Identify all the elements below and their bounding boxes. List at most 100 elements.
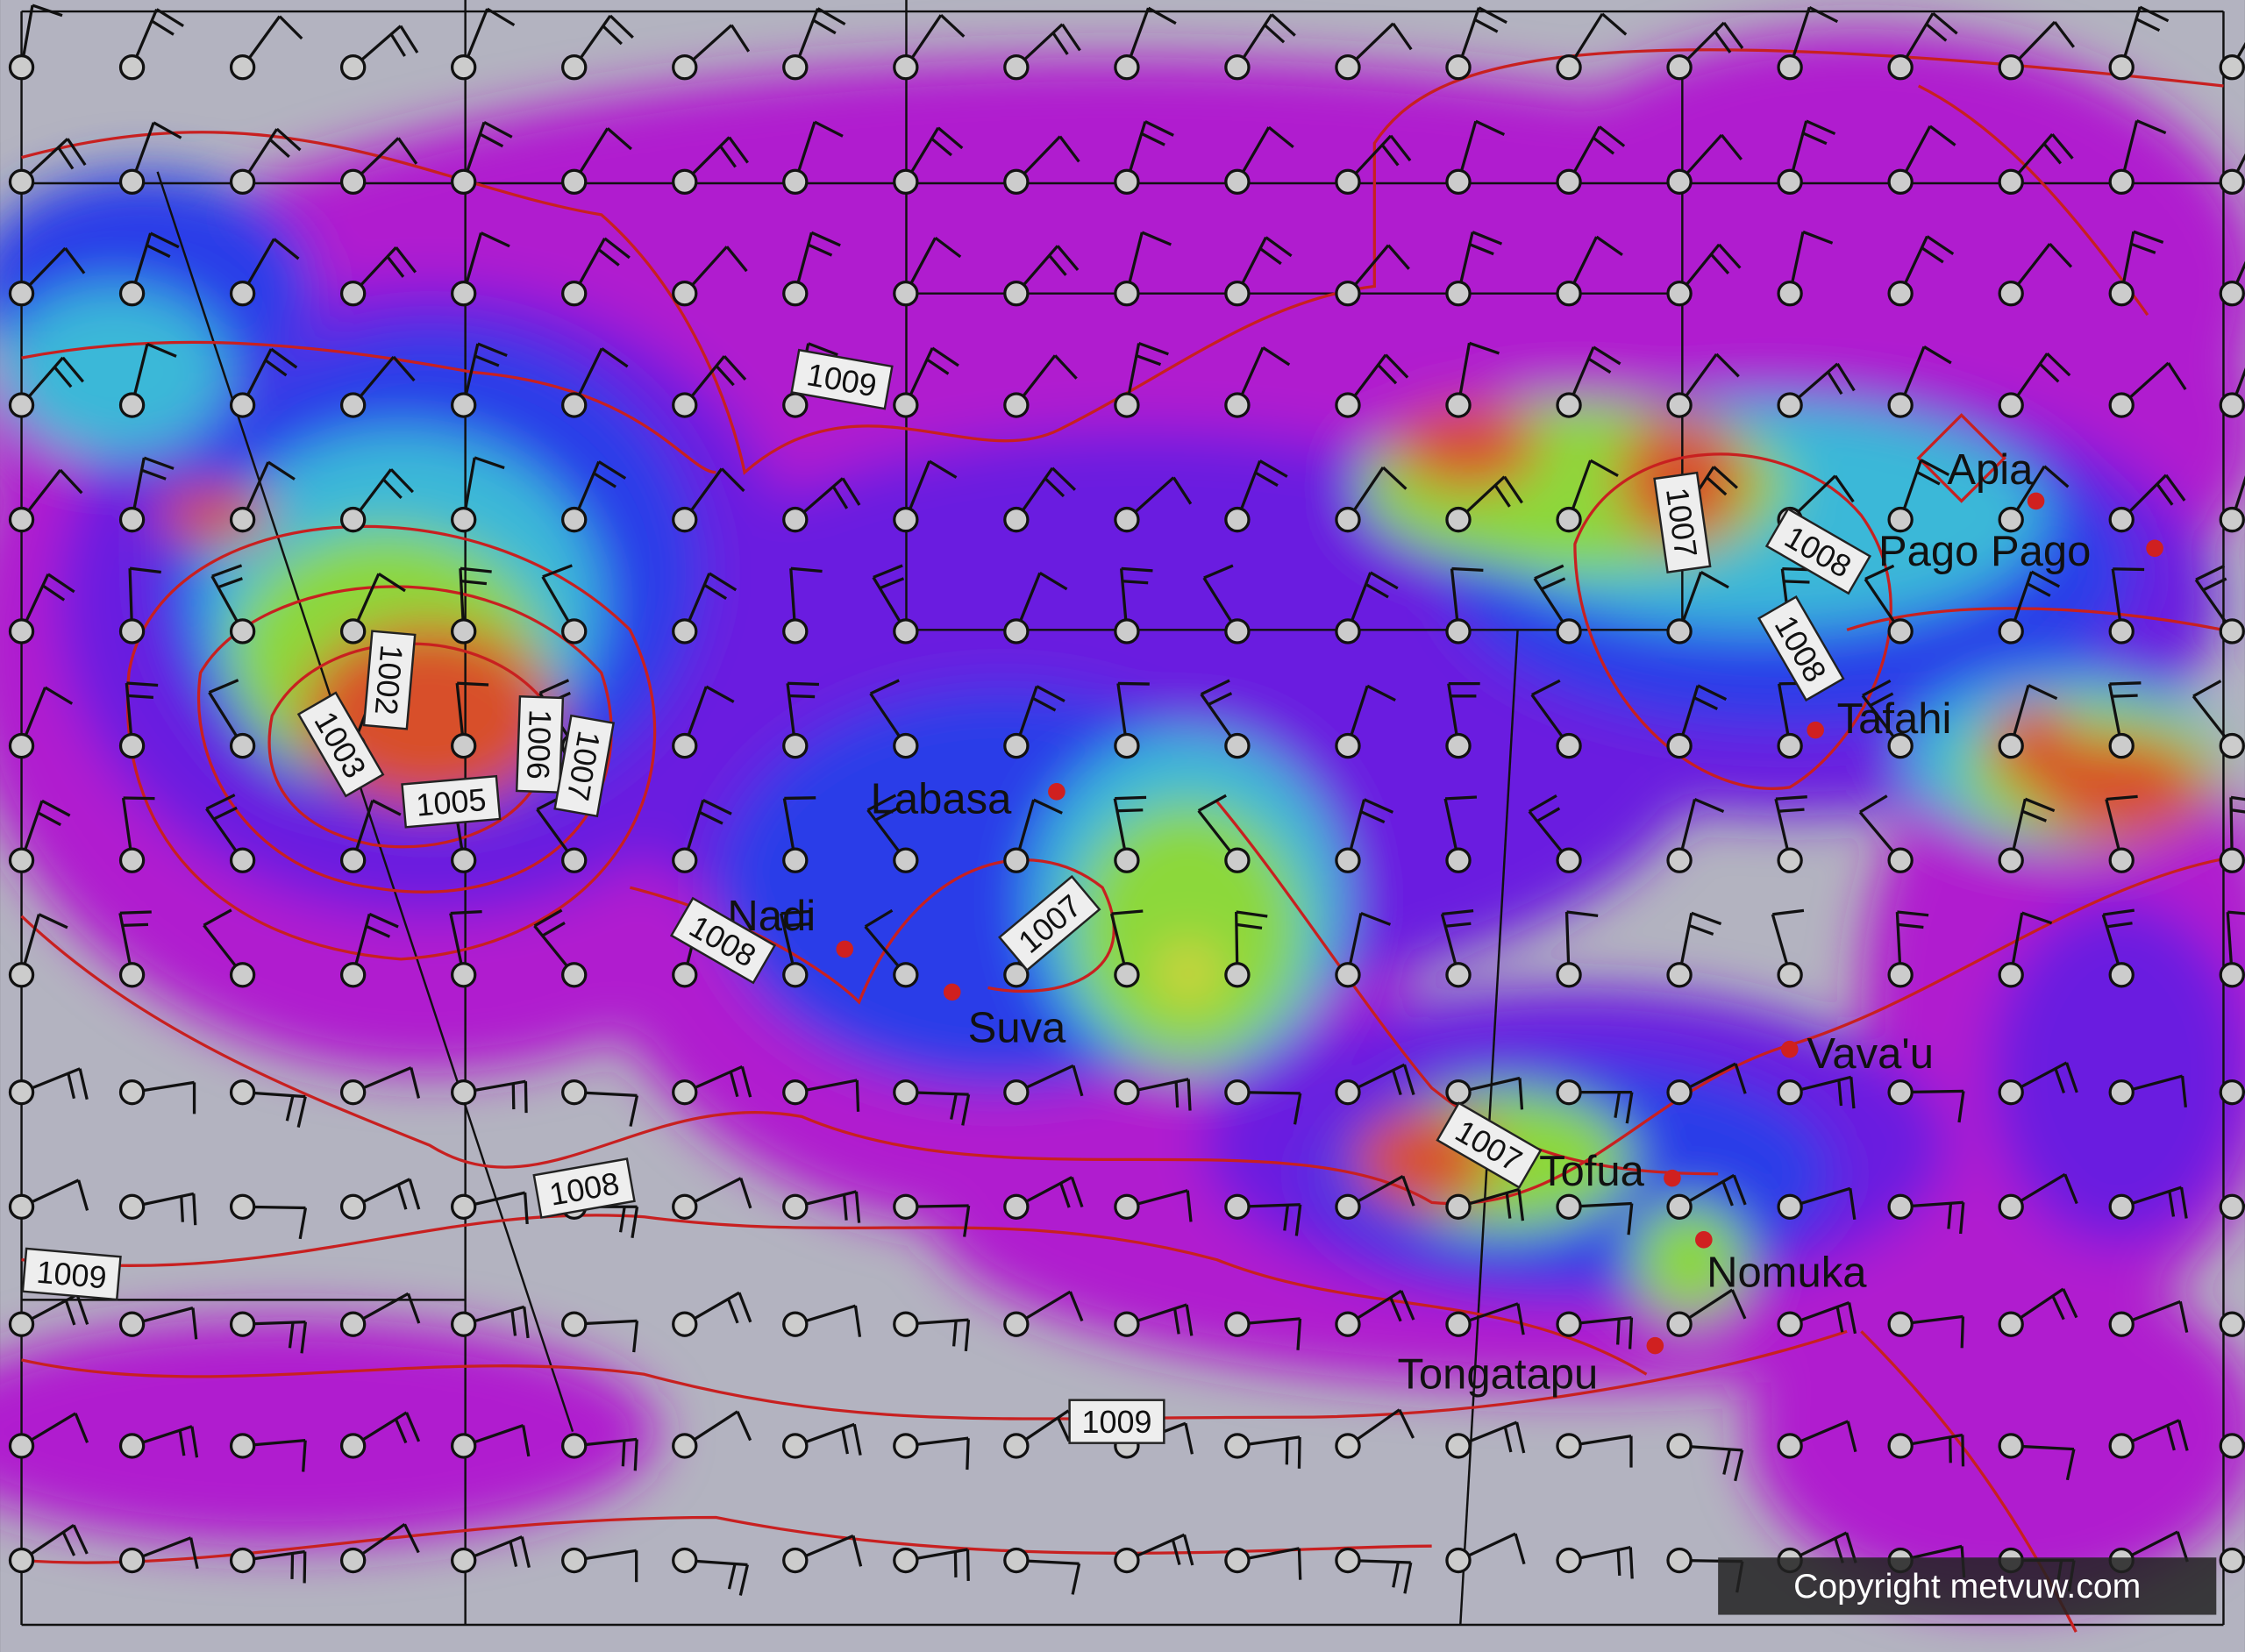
station xyxy=(2219,1547,2245,1574)
barb xyxy=(2230,795,2245,801)
station xyxy=(1777,1311,1803,1337)
station xyxy=(561,1079,588,1106)
barb xyxy=(1928,125,1956,146)
station xyxy=(1335,392,1361,418)
station xyxy=(893,732,919,759)
barb xyxy=(1056,245,1080,272)
barb xyxy=(474,456,505,470)
station xyxy=(229,847,256,873)
barb xyxy=(1469,243,1494,256)
station xyxy=(1114,506,1140,533)
barb xyxy=(1122,580,1149,585)
isobar xyxy=(21,1515,1432,1564)
station xyxy=(1998,506,2024,533)
barb xyxy=(285,1095,295,1122)
isobar xyxy=(21,1329,1848,1421)
barb xyxy=(2192,680,2222,698)
barb xyxy=(874,807,899,822)
station xyxy=(1003,1193,1030,1220)
barb xyxy=(365,924,391,938)
barb xyxy=(2054,1068,2066,1093)
barb xyxy=(1947,1203,1953,1229)
station xyxy=(893,54,919,81)
station xyxy=(1224,54,1251,81)
barb xyxy=(300,1321,308,1354)
station xyxy=(1666,618,1693,644)
station xyxy=(1003,54,1030,81)
station xyxy=(893,847,919,873)
barb xyxy=(1187,1079,1192,1111)
station xyxy=(339,1433,367,1459)
barb xyxy=(1258,459,1288,478)
barb xyxy=(389,33,406,57)
rain-blob xyxy=(1990,901,2245,1246)
isobar-label-box xyxy=(1068,1399,1165,1444)
station xyxy=(2219,1193,2245,1220)
station xyxy=(561,168,588,196)
barb xyxy=(602,25,623,46)
barb xyxy=(1601,12,1628,36)
station xyxy=(1998,1193,2024,1220)
place-label: Labasa xyxy=(871,775,1012,822)
barb xyxy=(814,120,844,138)
station xyxy=(782,1311,809,1337)
station xyxy=(2108,962,2135,988)
isobar-label: 1005 xyxy=(401,774,502,829)
station xyxy=(1445,1079,1472,1106)
barb xyxy=(2102,908,2135,916)
barb xyxy=(129,566,161,574)
station xyxy=(1445,618,1472,644)
barb xyxy=(1923,345,1952,365)
barb xyxy=(1614,1092,1621,1118)
barb xyxy=(2139,5,2170,23)
barb xyxy=(477,342,508,357)
station xyxy=(1003,280,1030,307)
barb xyxy=(812,18,837,35)
barb xyxy=(203,908,232,927)
barb xyxy=(1061,23,1081,52)
barb xyxy=(1070,1177,1084,1208)
station xyxy=(893,1547,919,1574)
barb xyxy=(783,922,810,928)
station xyxy=(2108,1193,2135,1220)
station xyxy=(1556,280,1582,307)
station xyxy=(561,1547,588,1574)
isobar-label: 1007 xyxy=(553,714,616,818)
station xyxy=(450,392,477,418)
station xyxy=(1998,1311,2024,1337)
barb xyxy=(705,685,735,703)
station xyxy=(1666,168,1693,196)
barb xyxy=(1691,911,1722,926)
station xyxy=(1998,54,2024,81)
barb xyxy=(2202,577,2227,592)
station xyxy=(1998,1433,2024,1459)
barb xyxy=(1363,798,1394,814)
barb xyxy=(808,342,838,357)
barb xyxy=(1505,1193,1512,1219)
station xyxy=(229,1193,256,1220)
station xyxy=(450,280,477,307)
barb xyxy=(1389,134,1412,162)
barb xyxy=(869,679,900,695)
station xyxy=(1445,732,1472,759)
barb xyxy=(542,564,573,579)
barb xyxy=(140,468,167,481)
barb xyxy=(2166,1425,2176,1451)
barb xyxy=(1285,1438,1289,1465)
station xyxy=(339,618,367,644)
barb xyxy=(702,799,732,815)
station xyxy=(561,962,588,988)
station xyxy=(1777,280,1803,307)
station xyxy=(1224,1079,1251,1106)
station xyxy=(1003,392,1030,418)
station xyxy=(1114,1547,1140,1574)
station xyxy=(1556,732,1582,759)
barb xyxy=(77,1179,89,1211)
barb xyxy=(1846,1421,1857,1453)
station xyxy=(229,1547,256,1574)
barb xyxy=(1197,794,1227,813)
barb xyxy=(2024,797,2056,813)
barb xyxy=(32,4,63,18)
barb xyxy=(72,1524,89,1555)
